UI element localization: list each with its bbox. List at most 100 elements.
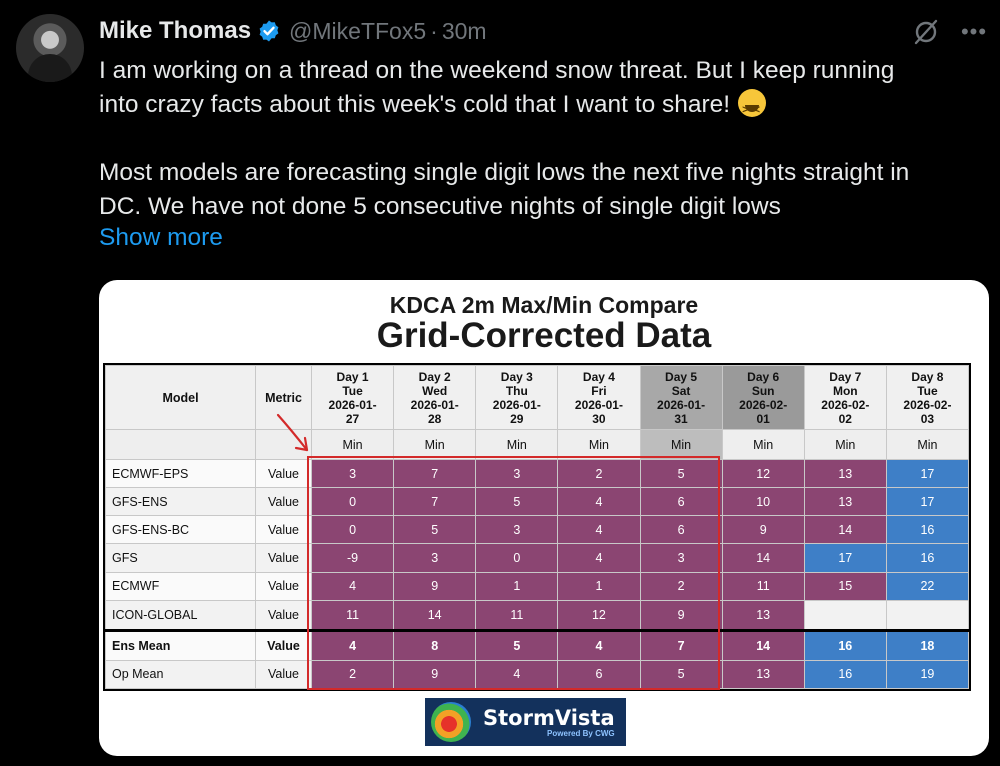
day-column-header: Day 7 Mon 2026-02- 02 — [803, 365, 887, 430]
value-cell: 5 — [393, 515, 477, 545]
value-cell: 16 — [885, 515, 970, 545]
value-cell: 17 — [885, 458, 970, 489]
value-cell: 16 — [885, 543, 970, 573]
value-cell: 4 — [310, 629, 395, 661]
value-cell: 6 — [557, 659, 641, 690]
value-cell: 8 — [393, 629, 477, 661]
value-cell: 22 — [885, 571, 970, 601]
value-cell: 5 — [475, 629, 559, 661]
table-row: ECMWF-EPS Value 3 7 3 2 5 12 13 17 — [105, 458, 970, 489]
metric-cell: Value — [255, 458, 312, 489]
day-header-day: Day 8 — [911, 369, 944, 384]
unit-cell: Min — [639, 429, 723, 460]
day-header-day: Day 1 — [336, 369, 369, 384]
grok-icon[interactable] — [912, 18, 940, 46]
value-cell: 14 — [803, 515, 887, 545]
unit-spacer — [105, 429, 256, 460]
day-header-date1: 2026-02- — [739, 397, 788, 412]
table-row: ECMWF Value 4 9 1 1 2 11 15 22 — [105, 571, 970, 601]
tweet-line: Most models are forecasting single digit… — [99, 159, 910, 186]
avatar[interactable] — [16, 14, 84, 82]
stormvista-logo-mark-icon — [431, 702, 471, 742]
unit-cell: Min — [885, 429, 970, 460]
unit-cell: Min — [393, 429, 477, 460]
value-cell: 17 — [803, 543, 887, 573]
value-cell: 0 — [310, 515, 395, 545]
value-cell: 7 — [639, 629, 723, 661]
day-header-dow: Thu — [505, 383, 528, 398]
model-column-header: Model — [105, 365, 256, 430]
post-timestamp[interactable]: 30m — [441, 17, 487, 44]
day-header-day: Day 6 — [747, 369, 780, 384]
day-header-date1: 2026-01- — [492, 397, 541, 412]
day-header-day: Day 5 — [665, 369, 698, 384]
value-cell: 5 — [475, 487, 559, 517]
day-header-day: Day 2 — [418, 369, 451, 384]
value-cell: 16 — [803, 659, 887, 690]
verified-badge-icon[interactable] — [257, 19, 281, 43]
table-row: GFS-ENS-BC Value 0 5 3 4 6 9 14 16 — [105, 515, 970, 545]
laughing-emoji-icon — [738, 89, 767, 127]
attached-image-card[interactable]: KDCA 2m Max/Min Compare Grid-Corrected D… — [99, 280, 989, 756]
day-header-date1: 2026-02- — [821, 397, 870, 412]
day-header-date1: 2026-02- — [903, 397, 952, 412]
model-name-cell: ICON-GLOBAL — [105, 599, 256, 631]
forecast-table: Model Metric Day 1 Tue 2026-01- 27 Day 2 Wed 2… — [105, 365, 970, 690]
show-more-link[interactable]: Show more — [99, 224, 223, 251]
value-cell: 14 — [721, 629, 805, 661]
value-cell: 2 — [557, 458, 641, 489]
metric-cell: Value — [255, 487, 312, 517]
value-cell: 13 — [803, 458, 887, 489]
forecast-table-frame: Model Metric Day 1 Tue 2026-01- 27 Day 2 Wed 2… — [103, 363, 971, 691]
value-cell: 9 — [393, 571, 477, 601]
day-header-date2: 29 — [510, 411, 524, 426]
day-header-date1: 2026-01- — [328, 397, 377, 412]
value-cell: 3 — [475, 515, 559, 545]
value-cell: 16 — [803, 629, 887, 661]
metric-cell: Value — [255, 599, 312, 631]
value-cell: 9 — [639, 599, 723, 631]
logo-name: StormVista — [483, 706, 615, 730]
value-cell: 3 — [393, 543, 477, 573]
more-options-icon[interactable]: ••• — [960, 19, 988, 44]
value-cell: 4 — [310, 571, 395, 601]
day-header-day: Day 4 — [582, 369, 615, 384]
value-cell: 18 — [885, 629, 970, 661]
day-column-header: Day 4 Fri 2026-01- 30 — [557, 365, 641, 430]
value-cell: 7 — [393, 487, 477, 517]
value-cell: 9 — [721, 515, 805, 545]
author-handle[interactable]: @MikeTFox5 — [289, 17, 427, 44]
day-column-header: Day 3 Thu 2026-01- 29 — [475, 365, 559, 430]
day-header-dow: Sat — [671, 383, 691, 398]
value-cell: 5 — [639, 458, 723, 489]
unit-cell: Min — [475, 429, 559, 460]
separator-dot: · — [430, 17, 438, 44]
value-cell: 19 — [885, 659, 970, 690]
value-cell: 6 — [639, 487, 723, 517]
value-cell: 2 — [639, 571, 723, 601]
unit-cell: Min — [557, 429, 641, 460]
day-header-dow: Sun — [751, 383, 775, 398]
table-row: Ens Mean Value 4 8 5 4 7 14 16 18 — [105, 629, 970, 661]
day-header-date1: 2026-01- — [574, 397, 623, 412]
day-header-date2: 01 — [756, 411, 770, 426]
model-name-cell: Op Mean — [105, 659, 256, 690]
day-header-dow: Wed — [422, 383, 448, 398]
day-header-date2: 03 — [920, 411, 935, 426]
day-header-dow: Tue — [342, 383, 363, 398]
day-header-date1: 2026-01- — [410, 397, 459, 412]
value-cell: 3 — [639, 543, 723, 573]
value-cell: 4 — [475, 659, 559, 690]
value-cell: 0 — [310, 487, 395, 517]
author-name[interactable]: Mike Thomas — [99, 17, 252, 44]
stormvista-logo: StormVista Powered By CWG — [425, 698, 626, 746]
metric-cell: Value — [255, 629, 312, 661]
value-cell: 3 — [475, 458, 559, 489]
value-cell: 12 — [721, 458, 805, 489]
value-cell: 11 — [721, 571, 805, 601]
model-name-cell: GFS-ENS — [105, 487, 256, 517]
model-name-cell: ECMWF-EPS — [105, 458, 256, 489]
unit-cell: Min — [721, 429, 805, 460]
table-row: GFS Value -9 3 0 4 3 14 17 16 — [105, 543, 970, 573]
value-cell: 2 — [310, 659, 395, 690]
